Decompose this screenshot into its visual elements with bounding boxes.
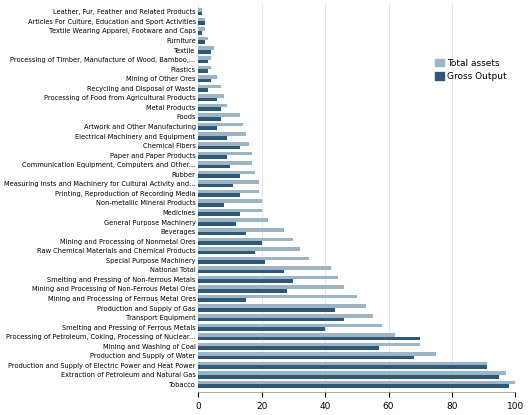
Bar — [199, 127, 218, 130]
Bar — [199, 203, 224, 207]
Bar — [199, 228, 284, 232]
Bar — [199, 79, 211, 82]
Bar — [199, 314, 373, 317]
Bar — [199, 174, 240, 178]
Bar — [199, 247, 300, 251]
Bar — [199, 18, 205, 21]
Bar — [199, 155, 227, 159]
Bar — [199, 66, 211, 69]
Bar — [199, 123, 243, 127]
Bar — [199, 113, 240, 117]
Bar — [199, 270, 284, 273]
Bar — [199, 94, 224, 98]
Bar — [199, 142, 249, 146]
Bar — [199, 41, 205, 44]
Bar — [199, 324, 382, 327]
Bar — [199, 56, 211, 60]
Bar — [199, 75, 218, 79]
Bar — [199, 88, 208, 92]
Legend: Total assets, Gross Output: Total assets, Gross Output — [431, 55, 511, 85]
Bar — [199, 12, 202, 15]
Bar — [199, 21, 205, 25]
Bar — [199, 85, 221, 88]
Bar — [199, 107, 221, 111]
Bar — [199, 371, 506, 375]
Bar — [199, 171, 256, 174]
Bar — [199, 266, 332, 270]
Bar — [199, 31, 202, 34]
Bar — [199, 327, 325, 331]
Bar — [199, 136, 227, 140]
Bar — [199, 184, 233, 188]
Bar — [199, 69, 208, 73]
Bar — [199, 289, 287, 293]
Bar — [199, 165, 230, 168]
Bar — [199, 190, 259, 193]
Bar — [199, 375, 499, 378]
Bar — [199, 260, 265, 264]
Bar — [199, 304, 366, 308]
Bar — [199, 146, 240, 149]
Bar — [199, 256, 309, 260]
Bar — [199, 37, 208, 41]
Bar — [199, 199, 262, 203]
Bar — [199, 362, 487, 365]
Bar — [199, 132, 246, 136]
Bar — [199, 180, 259, 184]
Bar — [199, 298, 246, 302]
Bar — [199, 251, 256, 254]
Bar — [199, 346, 379, 350]
Bar — [199, 317, 344, 321]
Bar — [199, 27, 205, 31]
Bar — [199, 117, 221, 120]
Bar — [199, 365, 487, 369]
Bar — [199, 8, 202, 12]
Bar — [199, 212, 240, 216]
Bar — [199, 222, 237, 226]
Bar — [199, 46, 214, 50]
Bar — [199, 352, 436, 356]
Bar — [199, 285, 344, 289]
Bar — [199, 241, 262, 245]
Bar — [199, 381, 515, 384]
Bar — [199, 232, 246, 235]
Bar — [199, 384, 509, 388]
Bar — [199, 104, 227, 107]
Bar — [199, 356, 414, 359]
Bar — [199, 98, 218, 101]
Bar — [199, 308, 335, 312]
Bar — [199, 333, 395, 337]
Bar — [199, 337, 420, 340]
Bar — [199, 276, 338, 279]
Bar — [199, 237, 294, 241]
Bar — [199, 193, 240, 197]
Bar — [199, 209, 262, 212]
Bar — [199, 279, 294, 283]
Bar — [199, 151, 252, 155]
Bar — [199, 60, 208, 63]
Bar — [199, 218, 268, 222]
Bar — [199, 50, 211, 54]
Bar — [199, 295, 357, 298]
Bar — [199, 161, 252, 165]
Bar — [199, 343, 420, 346]
